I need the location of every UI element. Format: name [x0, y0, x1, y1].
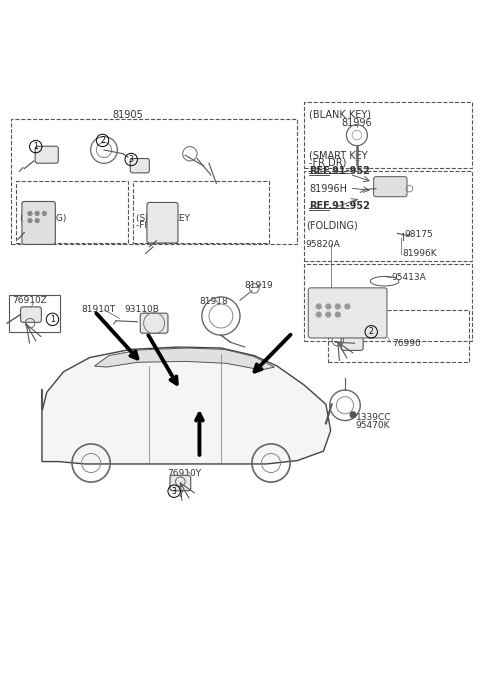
- Circle shape: [345, 304, 350, 309]
- FancyBboxPatch shape: [341, 334, 363, 350]
- Text: 81905: 81905: [112, 110, 143, 120]
- Text: 1339CC: 1339CC: [356, 413, 391, 422]
- Text: -FR DR): -FR DR): [309, 158, 347, 168]
- Circle shape: [28, 219, 32, 223]
- FancyBboxPatch shape: [140, 313, 168, 333]
- FancyBboxPatch shape: [35, 146, 58, 163]
- Text: 3: 3: [172, 487, 177, 495]
- Text: 81996: 81996: [342, 117, 372, 128]
- Polygon shape: [95, 348, 275, 370]
- Text: (FOLDING): (FOLDING): [306, 220, 358, 230]
- Text: 1: 1: [34, 142, 38, 151]
- Text: 95470K: 95470K: [356, 421, 390, 430]
- Circle shape: [42, 211, 46, 215]
- Text: 81996K: 81996K: [402, 249, 437, 258]
- Text: 76910Z: 76910Z: [12, 296, 47, 305]
- Text: 81996H: 81996H: [309, 184, 347, 194]
- Text: 81910T: 81910T: [82, 305, 116, 315]
- FancyBboxPatch shape: [308, 288, 387, 338]
- FancyBboxPatch shape: [373, 177, 407, 196]
- Circle shape: [350, 412, 356, 418]
- Text: (SMART KEY: (SMART KEY: [136, 214, 190, 223]
- Text: 81918: 81918: [199, 297, 228, 306]
- Text: 93110B: 93110B: [124, 305, 159, 315]
- Text: 2: 2: [369, 327, 373, 336]
- Circle shape: [35, 211, 39, 215]
- Circle shape: [316, 313, 321, 317]
- FancyBboxPatch shape: [21, 307, 41, 323]
- FancyBboxPatch shape: [147, 202, 178, 243]
- Text: 1: 1: [50, 315, 55, 324]
- Text: REF.91-952: REF.91-952: [309, 167, 370, 176]
- Circle shape: [316, 304, 321, 309]
- Text: REF.91-952: REF.91-952: [309, 201, 370, 211]
- FancyBboxPatch shape: [170, 475, 191, 491]
- Text: (SMART KEY: (SMART KEY: [309, 151, 368, 160]
- Text: (BLANK KEY): (BLANK KEY): [309, 109, 371, 119]
- FancyBboxPatch shape: [130, 159, 149, 173]
- Text: 2: 2: [100, 136, 105, 145]
- Circle shape: [336, 304, 340, 309]
- Text: 76910Y: 76910Y: [168, 469, 202, 478]
- Text: 3: 3: [129, 155, 133, 164]
- Circle shape: [28, 211, 32, 215]
- Text: 95413A: 95413A: [392, 273, 427, 282]
- Text: 98175: 98175: [405, 230, 433, 240]
- Text: 76990: 76990: [393, 339, 421, 348]
- Circle shape: [336, 313, 340, 317]
- Circle shape: [326, 313, 331, 317]
- Circle shape: [35, 219, 39, 223]
- Text: 95820A: 95820A: [306, 240, 341, 249]
- FancyBboxPatch shape: [22, 202, 55, 244]
- Circle shape: [326, 304, 331, 309]
- Text: 81919: 81919: [245, 281, 274, 290]
- Text: (FOLDING): (FOLDING): [20, 214, 67, 223]
- Polygon shape: [42, 347, 331, 464]
- Text: -FR DR): -FR DR): [136, 221, 170, 230]
